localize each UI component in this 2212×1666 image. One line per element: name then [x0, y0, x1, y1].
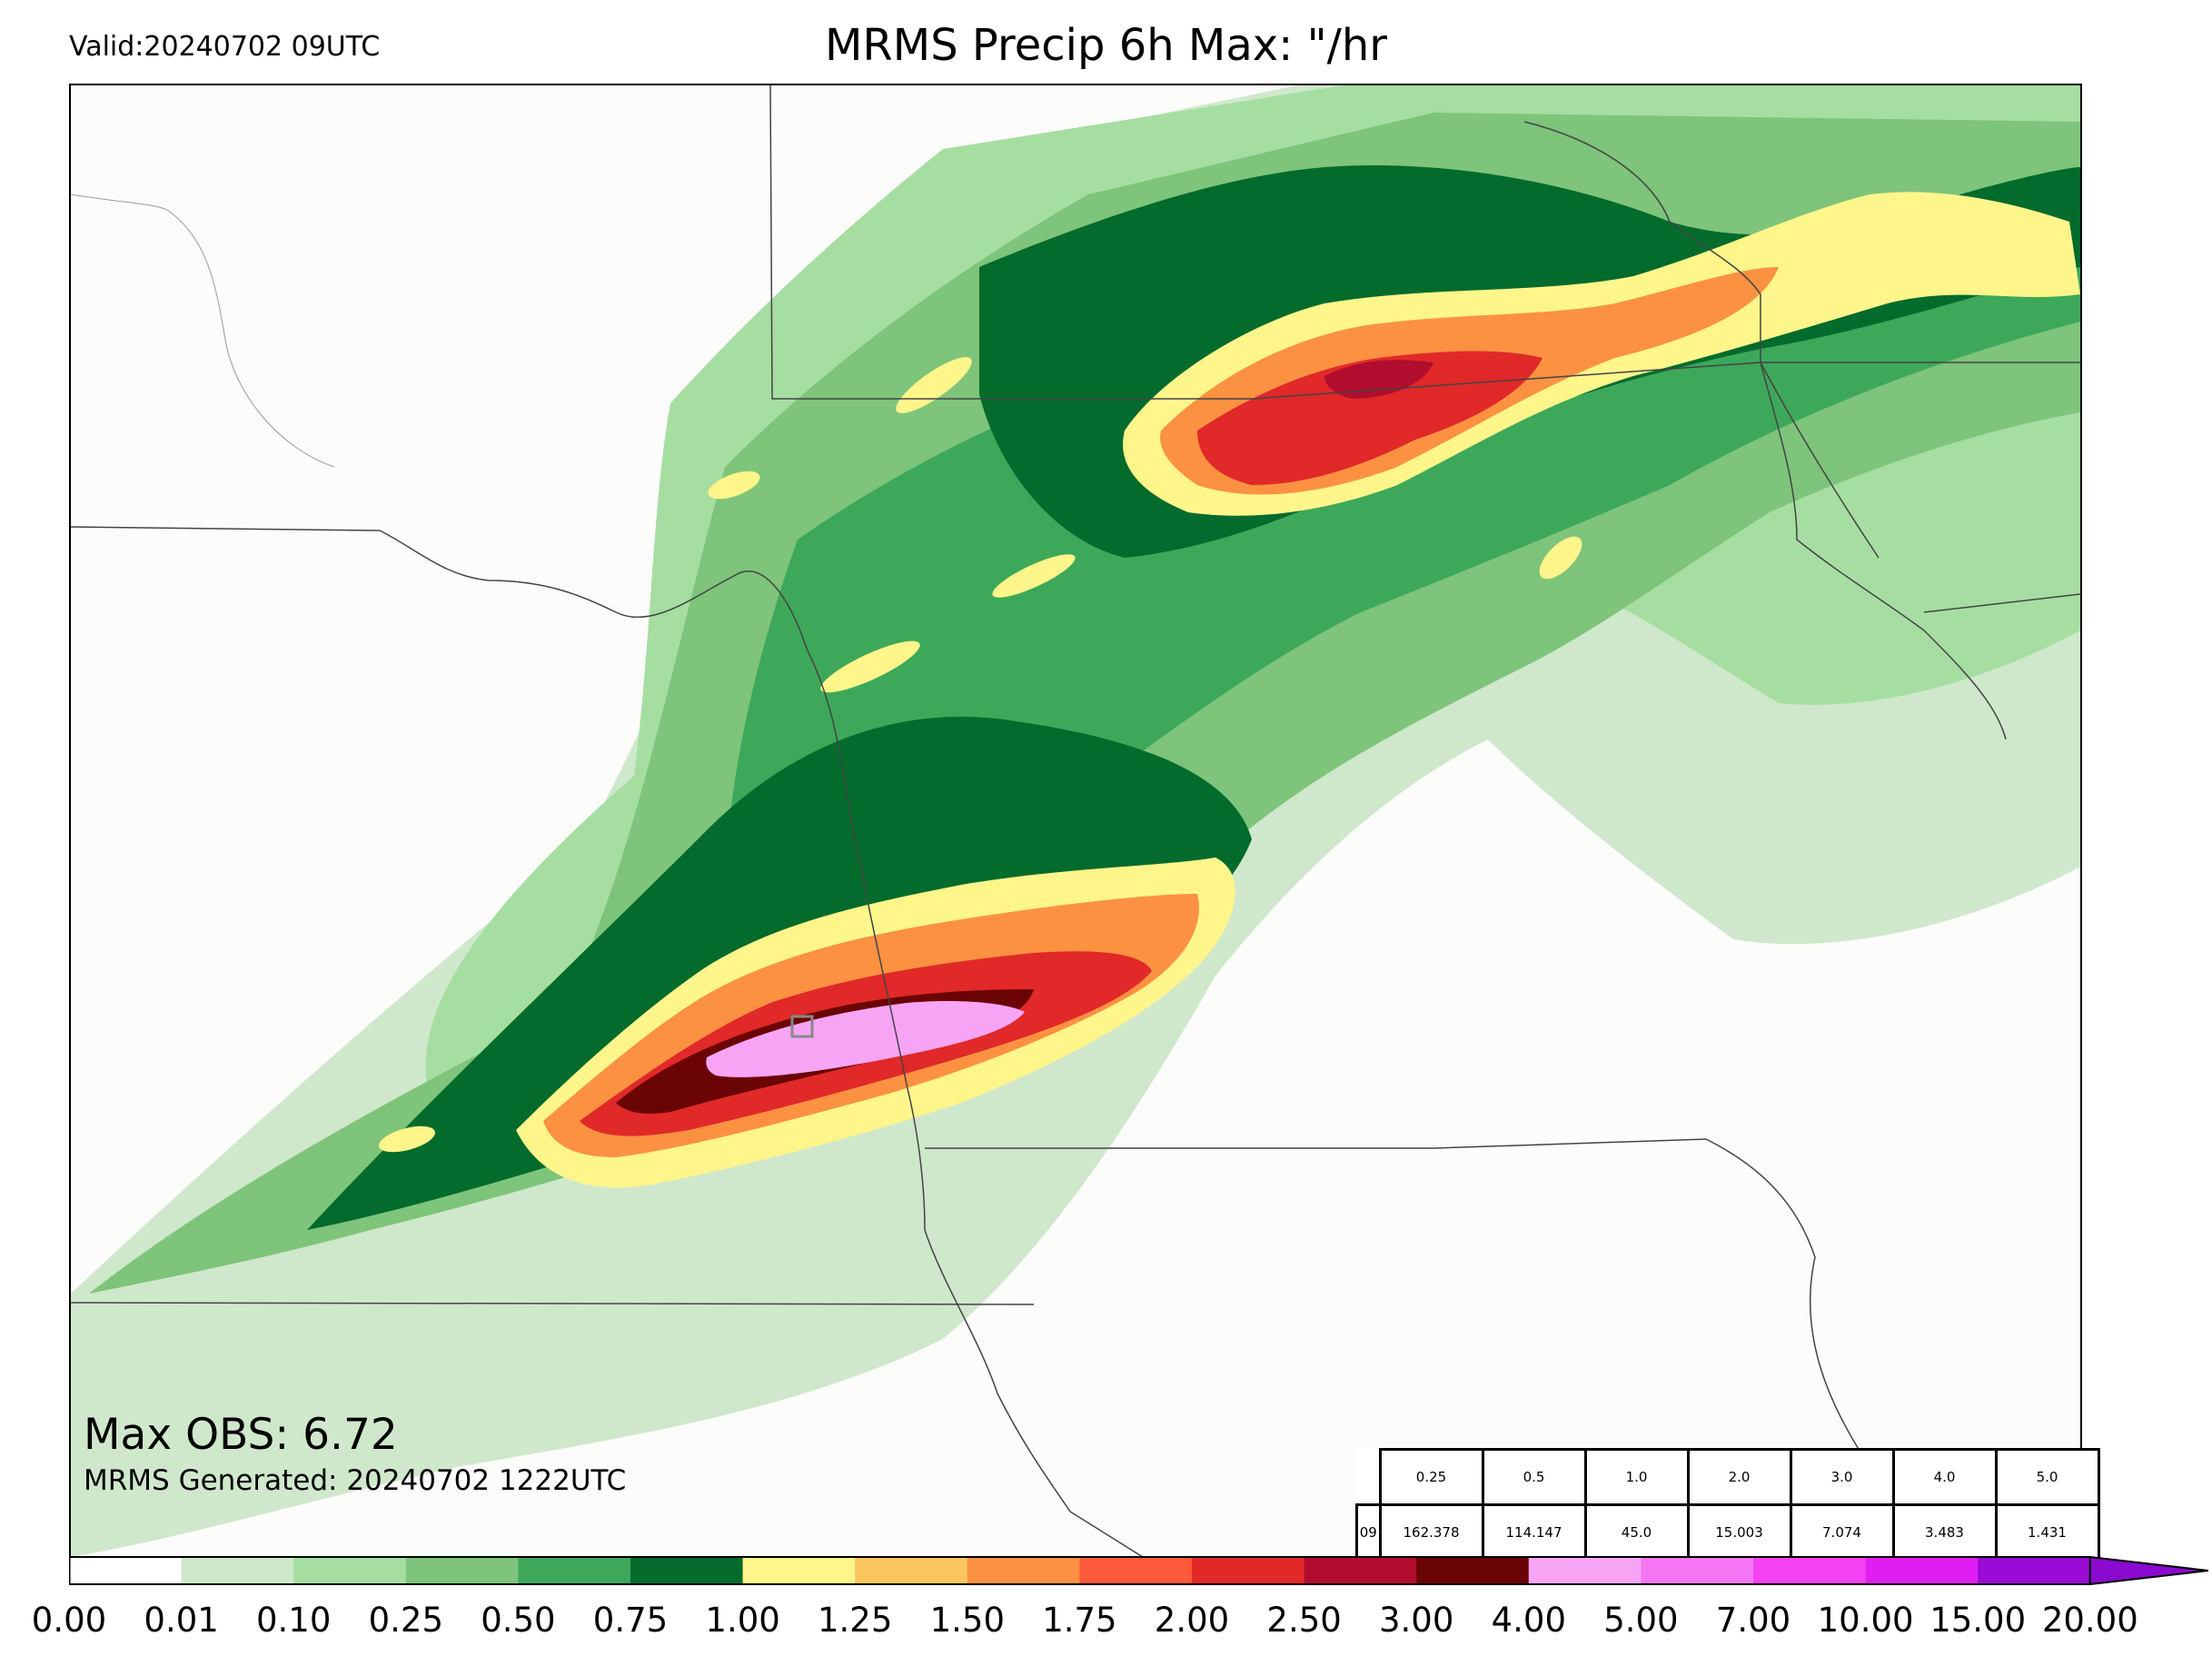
generated-label: MRMS Generated: 20240702 1222UTC	[84, 1464, 627, 1497]
valid-time: Valid:20240702 09UTC	[69, 31, 381, 63]
colorbar-segment-6	[742, 1557, 856, 1584]
stat-value-4: 7.074	[1789, 1503, 1895, 1562]
colorbar-segment-1	[181, 1557, 294, 1584]
colorbar-tick-5: 0.75	[592, 1601, 669, 1640]
colorbar-tick-16: 10.00	[1817, 1601, 1914, 1640]
max-obs-marker	[790, 1015, 814, 1038]
threshold-1: 0.5	[1481, 1448, 1587, 1506]
cell-6	[378, 1126, 436, 1153]
colorbar-tick-0: 0.00	[31, 1601, 107, 1640]
colorbar-segment-16	[1865, 1557, 1979, 1584]
colorbar-segment-10	[1192, 1557, 1305, 1584]
colorbar-segment-7	[855, 1557, 968, 1584]
colorbar-segment-13	[1528, 1557, 1642, 1584]
colorbar-segment-9	[1079, 1557, 1193, 1584]
colorbar-tick-8: 1.50	[929, 1601, 1005, 1640]
colorbar-tick-6: 1.00	[705, 1601, 780, 1640]
colorbar-tick-10: 2.00	[1154, 1601, 1230, 1640]
colorbar-tick-18: 20.00	[2041, 1601, 2138, 1640]
colorbar-tick-14: 5.00	[1603, 1601, 1679, 1640]
colorbar-tick-12: 3.00	[1378, 1601, 1454, 1640]
threshold-6: 5.0	[1994, 1448, 2100, 1506]
colorbar-segment-17	[1978, 1557, 2091, 1584]
colorbar-tick-3: 0.25	[368, 1601, 443, 1640]
max-obs-label: Max OBS: 6.72	[84, 1410, 398, 1460]
colorbar-tick-17: 15.00	[1929, 1601, 2027, 1640]
stats-table: 0.25 0.5 1.0 2.0 3.0 4.0 5.0 09 162.378 114.147 45…	[1355, 1448, 2100, 1562]
stat-value-0: 162.378	[1378, 1503, 1484, 1562]
cell-2	[708, 471, 760, 500]
colorbar-tick-4: 0.50	[481, 1601, 556, 1640]
colorbar-border	[69, 1556, 2091, 1585]
colorbar-segment-3	[405, 1557, 519, 1584]
map-title: MRMS Precip 6h Max: "/hr	[825, 20, 1387, 71]
colorbar-segment-8	[967, 1557, 1080, 1584]
precip-field	[71, 85, 2080, 1557]
colorbar-segment-0	[69, 1557, 183, 1584]
colorbar-tick-2: 0.10	[255, 1601, 332, 1640]
colorbar	[69, 1555, 2208, 1586]
colorbar-tick-15: 7.00	[1715, 1601, 1791, 1640]
south-band-max	[706, 1001, 1025, 1077]
cell-5	[1539, 536, 1582, 580]
colorbar-segment-11	[1304, 1557, 1417, 1584]
stat-value-3: 15.003	[1686, 1503, 1792, 1562]
colorbar-extend-arrow	[2088, 1555, 2208, 1586]
state-boundaries	[71, 85, 2080, 1557]
colorbar-tick-13: 4.00	[1491, 1601, 1566, 1640]
colorbar-segment-2	[293, 1557, 407, 1584]
coastline	[71, 193, 335, 468]
stat-value-2: 45.0	[1583, 1503, 1690, 1562]
colorbar-segment-4	[518, 1557, 631, 1584]
threshold-5: 4.0	[1891, 1448, 1998, 1506]
row-label: 09	[1355, 1503, 1382, 1562]
stat-value-6: 1.431	[1994, 1503, 2100, 1562]
threshold-4: 3.0	[1789, 1448, 1895, 1506]
colorbar-tick-1: 0.01	[144, 1601, 219, 1640]
stat-value-1: 114.147	[1481, 1503, 1587, 1562]
colorbar-segment-14	[1641, 1557, 1754, 1584]
north-band-core	[1324, 360, 1433, 399]
cell-3	[820, 640, 920, 693]
threshold-2: 1.0	[1583, 1448, 1690, 1506]
cell-4	[992, 554, 1076, 598]
colorbar-tick-9: 1.75	[1042, 1601, 1117, 1640]
precip-map[interactable]	[69, 84, 2082, 1559]
colorbar-segment-5	[630, 1557, 744, 1584]
colorbar-segment-15	[1753, 1557, 1867, 1584]
colorbar-segment-12	[1416, 1557, 1530, 1584]
colorbar-tick-7: 1.25	[817, 1601, 893, 1640]
rain-green-band	[725, 203, 2080, 903]
threshold-0: 0.25	[1378, 1448, 1484, 1506]
threshold-3: 2.0	[1686, 1448, 1792, 1506]
stat-value-5: 3.483	[1891, 1503, 1998, 1562]
colorbar-tick-11: 2.50	[1266, 1601, 1342, 1640]
